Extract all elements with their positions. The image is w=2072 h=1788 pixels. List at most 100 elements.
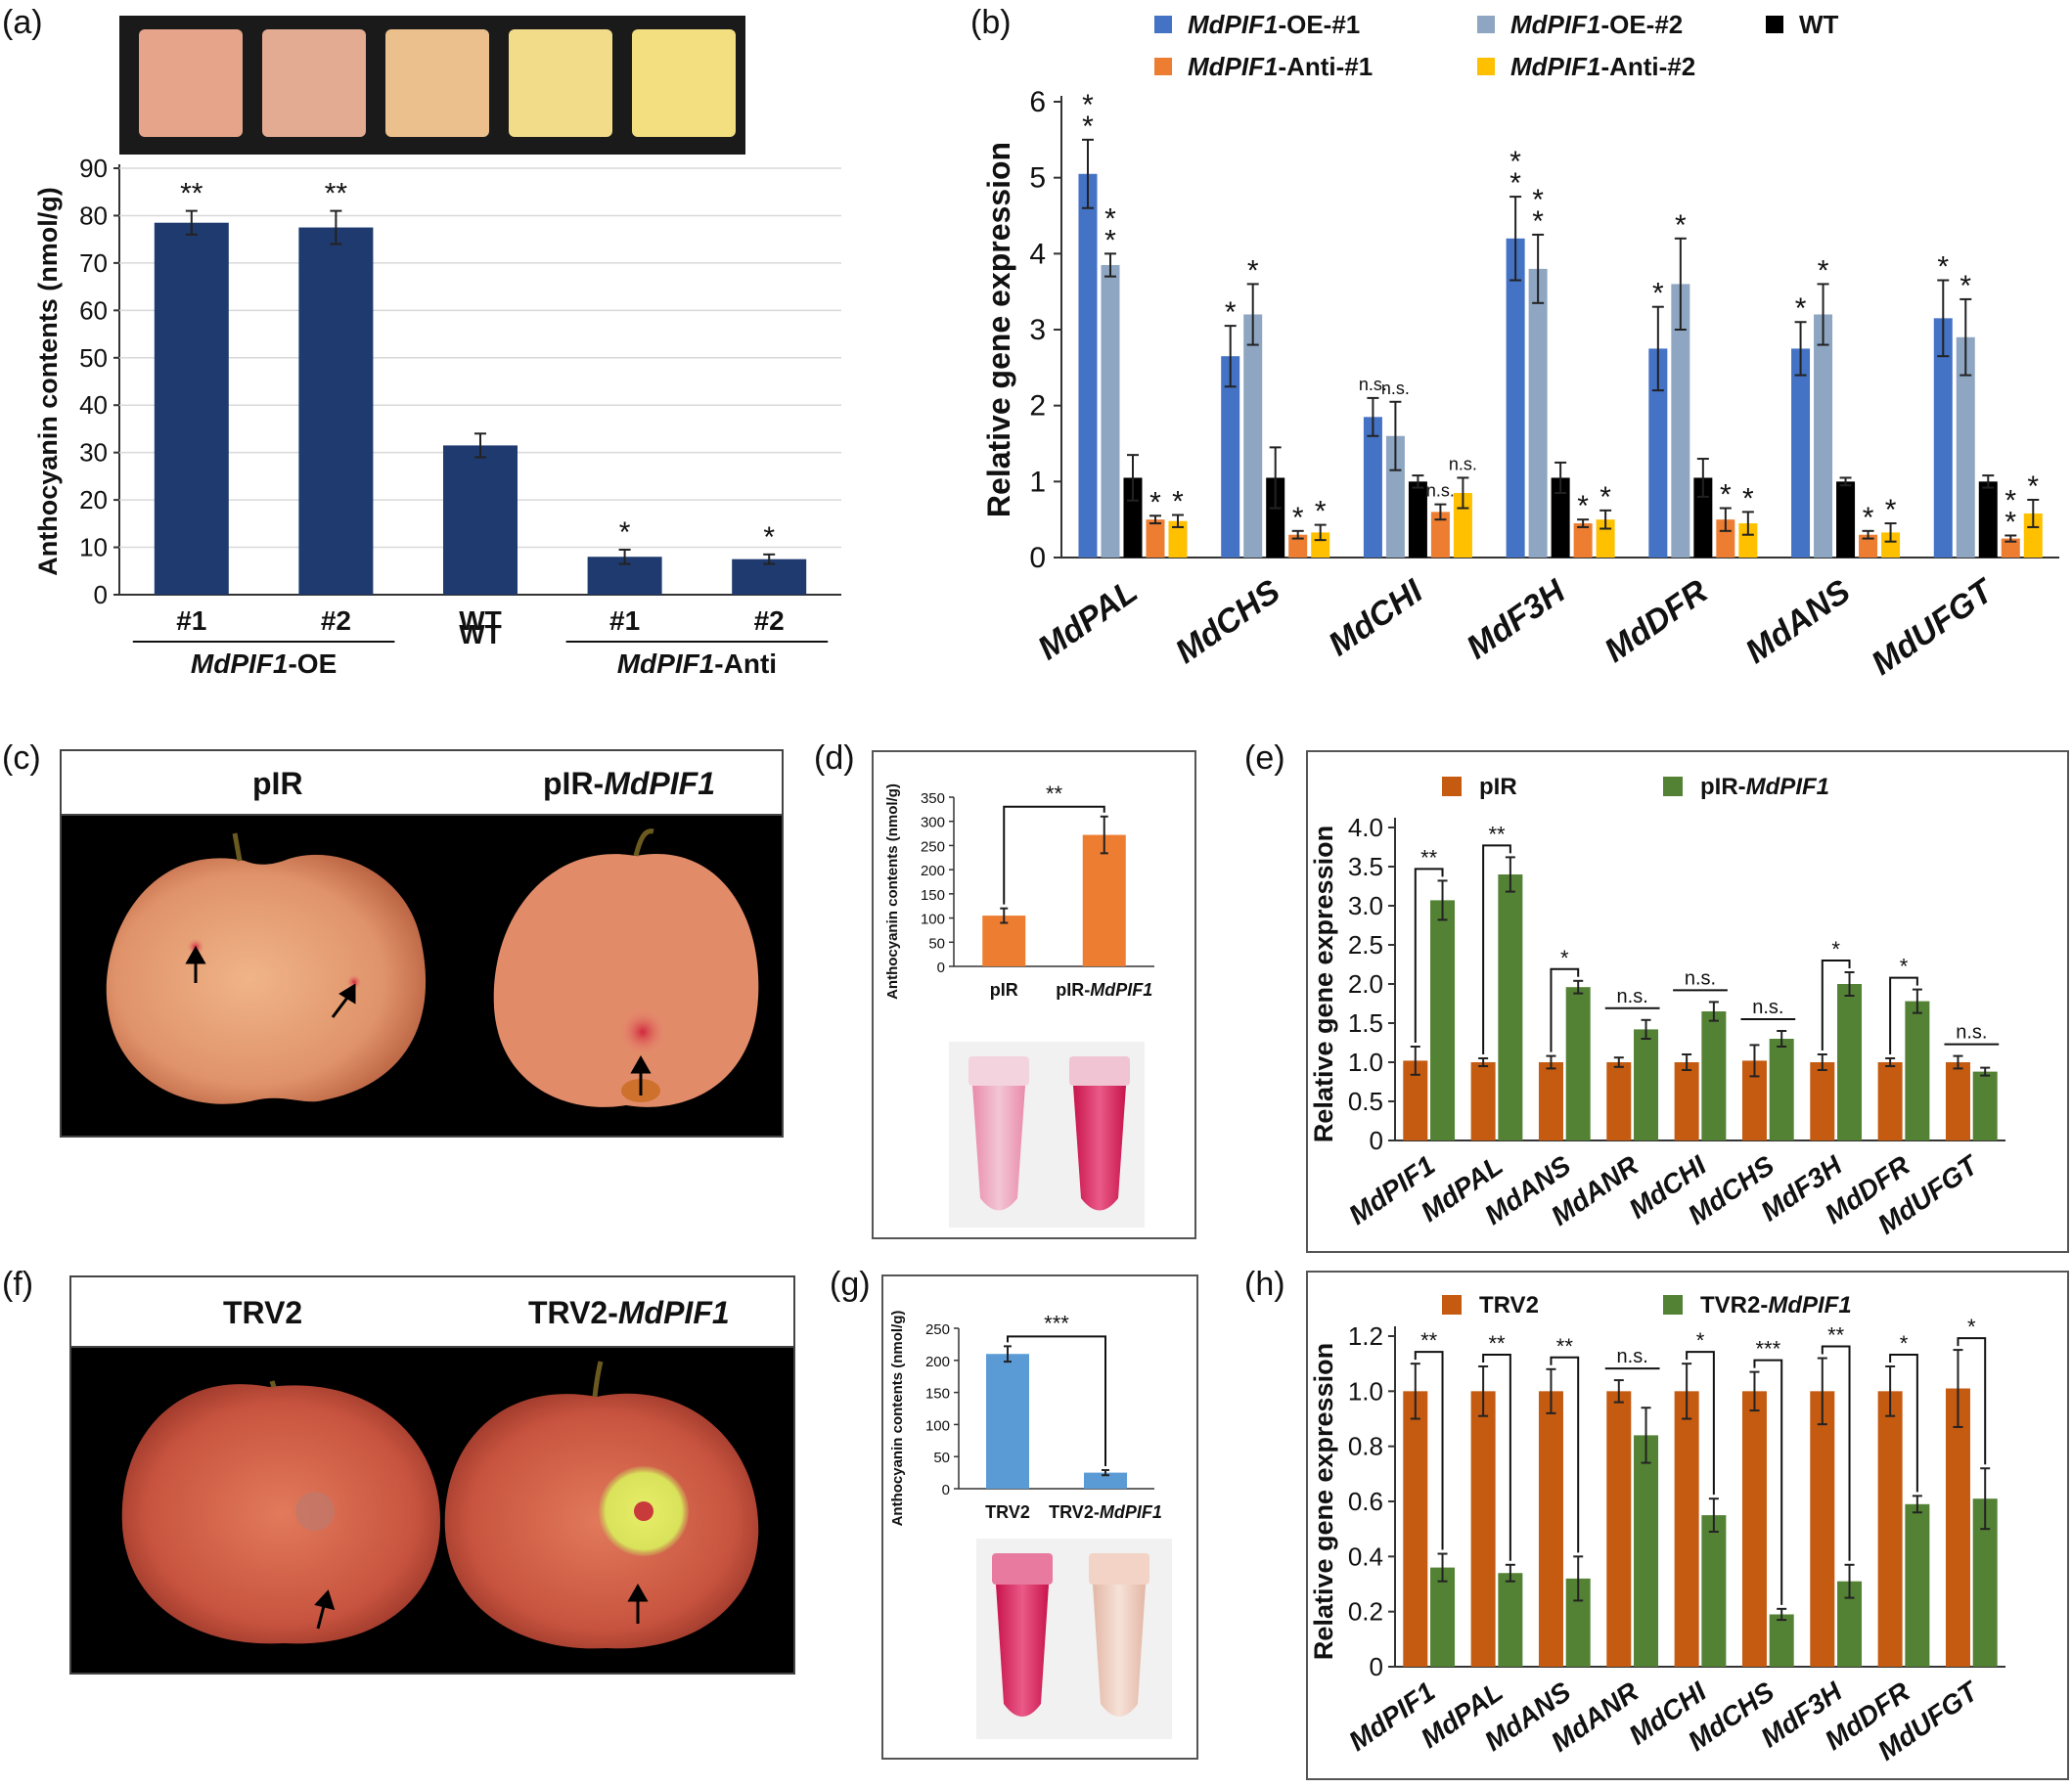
bar-s2-c3 [1551,477,1570,558]
bar-s0-c2 [1538,1391,1563,1667]
comparison-label-8: n.s. [1956,1022,1987,1044]
bar-s0-c1 [1470,1062,1496,1140]
y-tick-label: 1.0 [1348,1376,1383,1406]
bar-s1-c5 [1769,1614,1794,1667]
category-label-4: #2 [754,605,785,636]
panel-label-b: (b) [970,4,1012,41]
legend-label-0: MdPIF1-OE-#1 [1188,10,1360,39]
significance-s0-c4: * [1652,278,1664,310]
bar-s3-c5 [1859,534,1878,558]
category-label-0: MdPAL [1031,572,1145,667]
y-axis-label: Anthocyanin contents (nmol/g) [884,783,901,1000]
bar-0 [986,1354,1029,1489]
bar-s4-c4 [1738,523,1758,558]
bar-s0-c3 [1606,1062,1632,1140]
bar-s0-c8 [1945,1062,1970,1140]
category-label-1: MdCHS [1169,572,1287,671]
comparison-bracket [1007,1335,1106,1466]
comparison-label-0: ** [1420,1328,1438,1353]
significance-s3-c5: * [1863,502,1874,534]
bar-s0-c7 [1877,1062,1903,1140]
bar-s0-c5 [1791,348,1811,558]
significance-s0-c5: * [1795,292,1807,325]
bar-s3-c2 [1430,512,1450,558]
comparison-bracket-8 [1957,1337,1987,1465]
bar-s1-c4 [1701,1011,1727,1140]
bar-s2-c2 [1408,481,1427,558]
comparison-label-4: n.s. [1685,967,1716,989]
significance-s1-c4: * [1675,209,1687,242]
panel-label-h: (h) [1244,1266,1285,1303]
bar-s1-c0 [1101,264,1120,558]
apple-left [106,854,427,1104]
y-tick-label: 1 [1029,466,1046,498]
chart-d-anthocyanin: 0 50 100 150 200 250 300 350 Anthocyanin content… [884,782,1154,1000]
comparison-label-5: *** [1755,1337,1780,1362]
y-tick-label: 6 [1029,86,1046,118]
significance-s3-c2: n.s. [1426,481,1455,501]
significance-s3-c4: * [1720,479,1732,512]
chart-e-gene-expression-pIR: 0 0.5 1.0 1.5 2.0 2.5 3.0 3.5 4.0 Relative gene e… [1309,774,2005,1240]
significance-s3-c0: * [1149,486,1161,518]
comparison-label-7: * [1900,955,1909,979]
bar-s1-c3 [1634,1029,1659,1140]
legend-swatch-4 [1477,58,1495,75]
bar-s1-c5 [1769,1039,1794,1140]
significance-s0-c2: n.s. [1359,375,1387,394]
bar-s0-c3 [1506,238,1525,559]
bar-s0-c2 [1538,1062,1563,1140]
y-tick-label: 40 [79,390,108,420]
legend-label-0: TRV2 [1479,1292,1539,1319]
bar-s2-c0 [1123,477,1143,558]
legend-swatch-2 [1766,16,1783,33]
bar-s1-c8 [1972,1071,1998,1140]
legend-swatch-3 [1154,58,1172,75]
bar-s1-c7 [1905,1503,1930,1667]
y-tick-label: 100 [921,912,945,928]
comparison-label-0: ** [1420,845,1438,870]
significance-s4-c2: n.s. [1449,454,1477,473]
chart-g-anthocyanin: 0 50 100 150 200 250 Anthocyanin contents (nmo… [889,1311,1162,1527]
bar-s0-c4 [1648,348,1668,558]
bar-s4-c0 [1168,520,1188,558]
y-tick-label: 4 [1029,238,1046,270]
bar-s1-c5 [1814,314,1833,558]
significance-s1-c5: * [1818,254,1829,287]
bar-s0-c7 [1877,1391,1903,1667]
comparison-bracket-2 [1550,967,1580,1052]
y-tick-label: 1.0 [1348,1048,1383,1077]
bar-s1-c3 [1634,1435,1659,1667]
category-label-1: TRV2-MdPIF1 [1049,1502,1162,1522]
significance-s1-c6: * [1959,270,1971,302]
bar-s0-c5 [1741,1391,1767,1667]
category-label-0: #1 [176,605,206,636]
tubes-d [949,1042,1145,1228]
photo-c: pIR pIR-MdPIF1 [60,749,784,1138]
y-tick-label: 150 [925,1386,950,1403]
bar-s1-c2 [1385,435,1405,558]
significance-s4-c1: * [1315,496,1327,528]
bar-s4-c6 [2023,513,2043,558]
comparison-label-7: * [1900,1331,1909,1356]
comparison-bracket-1 [1482,1353,1511,1561]
comparison-bracket-1 [1482,844,1511,1054]
comparison-bracket-6 [1821,960,1851,1050]
bar-0 [154,222,229,595]
comparison-label-5: n.s. [1752,997,1783,1018]
bar-1 [298,227,374,596]
bar-s0-c3 [1606,1391,1632,1667]
y-tick-label: 10 [79,533,108,562]
photo-c-label-left: pIR [252,766,303,801]
significance-s1-c2: n.s. [1381,379,1410,398]
legend-swatch-0 [1442,777,1462,796]
bar-s3-c6 [2001,538,2020,558]
category-label-0: pIR [990,980,1018,1000]
y-tick-label: 0.2 [1348,1597,1383,1627]
panel-d-frame [872,750,1196,1239]
y-tick-label: 50 [928,935,945,952]
chart-h-gene-expression-TRV2: 0 0.2 0.4 0.6 0.8 1.0 1.2 Relative gene express… [1309,1292,2005,1766]
legend-label-0: pIR [1479,774,1517,800]
y-tick-label: 90 [79,154,108,183]
y-tick-label: 5 [1029,162,1046,195]
comparison-bracket-5 [1753,1359,1783,1605]
